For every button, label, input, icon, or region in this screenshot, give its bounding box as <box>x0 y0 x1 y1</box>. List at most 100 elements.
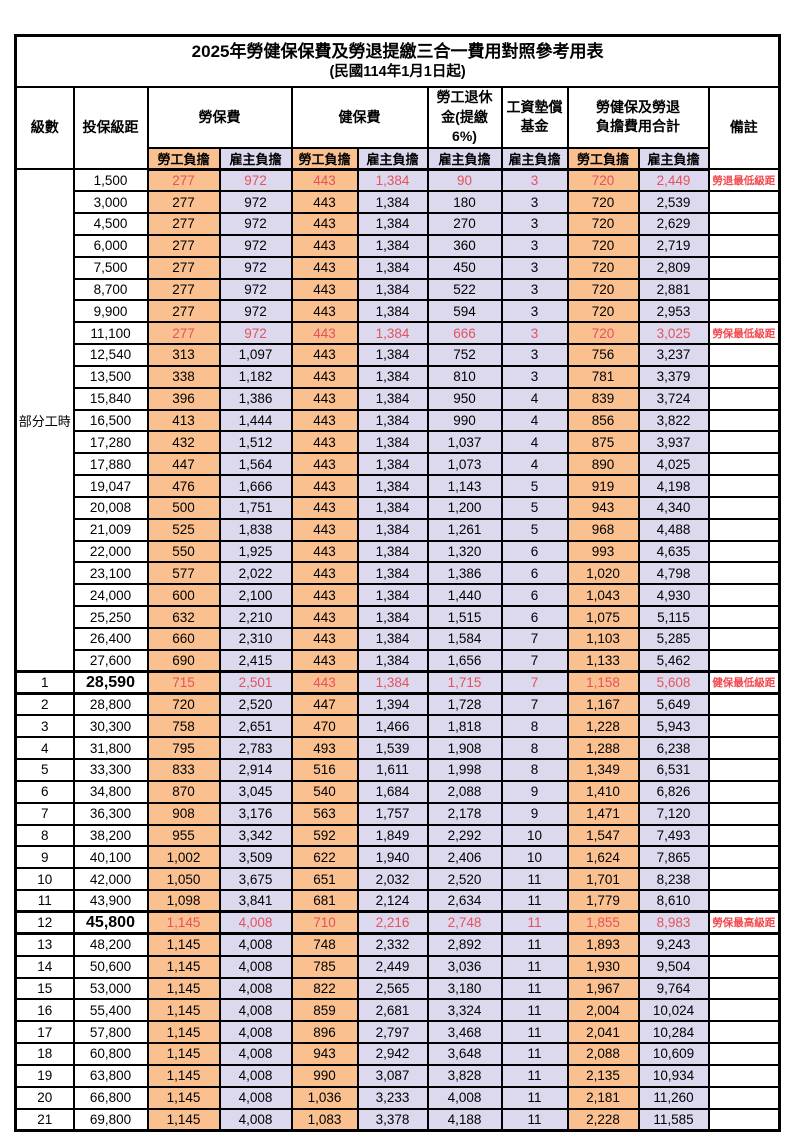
total-employee-cell: 1,158 <box>566 670 640 696</box>
li-employer-cell: 1,751 <box>218 495 293 520</box>
pension-employer-cell: 1,386 <box>426 561 503 586</box>
level-cell: 15 <box>14 976 75 1001</box>
bracket-cell: 7,500 <box>72 255 149 280</box>
table-row: 6 34,800 870 3,045 540 1,684 2,088 9 1,410 6,826 <box>14 779 781 804</box>
wage-fund-employer-cell: 5 <box>500 517 569 542</box>
li-employee-cell: 413 <box>146 408 221 433</box>
wage-fund-employer-cell: 11 <box>500 954 569 979</box>
table-row: 21,009 525 1,838 443 1,384 1,261 5 968 4,488 <box>16 517 781 542</box>
total-employer-cell: 4,488 <box>637 517 710 542</box>
li-employer-cell: 972 <box>218 277 293 302</box>
li-employee-cell: 500 <box>146 495 221 520</box>
li-employer-cell: 3,342 <box>218 823 293 848</box>
bracket-cell: 17,880 <box>72 452 149 477</box>
total-employer-cell: 2,953 <box>637 299 710 324</box>
hi-employee-cell: 443 <box>290 539 359 564</box>
hi-employer-cell: 2,032 <box>356 867 429 892</box>
note-cell <box>707 255 781 280</box>
bracket-cell: 6,000 <box>72 233 149 258</box>
li-employee-cell: 476 <box>146 474 221 498</box>
bracket-cell: 24,000 <box>72 583 149 608</box>
note-cell <box>707 386 781 411</box>
hi-employee-cell: 622 <box>290 845 359 870</box>
bracket-cell: 40,100 <box>72 845 149 870</box>
bracket-cell: 33,300 <box>72 758 149 782</box>
li-employer-cell: 2,520 <box>218 692 293 717</box>
hi-employee-cell: 443 <box>290 517 359 542</box>
note-cell <box>707 801 781 826</box>
note-cell <box>707 605 781 629</box>
wage-fund-employer-cell: 4 <box>500 386 569 411</box>
bracket-cell: 30,300 <box>72 714 149 739</box>
total-employer-cell: 8,610 <box>637 889 710 913</box>
bracket-cell: 21,009 <box>72 517 149 542</box>
li-employer-cell: 1,925 <box>218 539 293 564</box>
header-total: 勞健保及勞退 負擔費用合計 <box>566 86 710 149</box>
premium-reference-table: 2025年勞健保保費及勞退提繳三合一費用對照參考用表 (民國114年1月1日起)… <box>14 34 782 1132</box>
li-employee-cell: 715 <box>146 670 221 696</box>
pension-employer-cell: 522 <box>426 277 503 302</box>
wage-fund-employer-cell: 11 <box>500 1020 569 1045</box>
total-employer-cell: 2,719 <box>637 233 710 258</box>
note-cell <box>707 452 781 477</box>
hi-employer-cell: 1,384 <box>356 408 429 433</box>
note-cell <box>707 736 781 761</box>
li-employee-cell: 1,145 <box>146 932 221 957</box>
wage-fund-employer-cell: 4 <box>500 452 569 477</box>
li-employer-cell: 4,008 <box>218 1042 293 1066</box>
hi-employee-cell: 516 <box>290 758 359 782</box>
hi-employee-cell: 493 <box>290 736 359 761</box>
li-employee-cell: 447 <box>146 452 221 477</box>
wage-fund-employer-cell: 9 <box>500 779 569 804</box>
wage-fund-employer-cell: 6 <box>500 539 569 564</box>
total-employee-cell: 890 <box>566 452 640 477</box>
table-row: 11,100 277 972 443 1,384 666 3 720 3,025 勞保最低級距 <box>16 321 781 346</box>
total-employer-cell: 4,340 <box>637 495 710 520</box>
subheader-li-employer: 雇主負擔 <box>218 146 293 171</box>
li-employee-cell: 660 <box>146 627 221 651</box>
hi-employer-cell: 1,384 <box>356 561 429 586</box>
level-cell: 17 <box>14 1020 75 1045</box>
table-row: 15 53,000 1,145 4,008 822 2,565 3,180 11 1,967 9,… <box>14 976 781 1001</box>
total-employee-cell: 1,410 <box>566 779 640 804</box>
hi-employee-cell: 443 <box>290 627 359 651</box>
li-employee-cell: 632 <box>146 605 221 629</box>
bracket-cell: 43,900 <box>72 889 149 913</box>
total-employer-cell: 3,237 <box>637 343 710 367</box>
pension-employer-cell: 270 <box>426 211 503 236</box>
wage-fund-employer-cell: 10 <box>500 823 569 848</box>
bracket-cell: 69,800 <box>72 1107 149 1132</box>
header-sub-row: 勞工負擔 雇主負擔 勞工負擔 雇主負擔 雇主負擔 雇主負擔 勞工負擔 雇主負擔 <box>16 146 780 171</box>
total-employee-cell: 1,893 <box>566 932 640 957</box>
wage-fund-employer-cell: 11 <box>500 1107 569 1132</box>
table-row: 11 43,900 1,098 3,841 681 2,124 2,634 11 1,779 8,… <box>14 889 781 913</box>
hi-employee-cell: 710 <box>290 910 359 936</box>
bracket-cell: 50,600 <box>72 954 149 979</box>
total-employer-cell: 5,115 <box>637 605 710 629</box>
note-cell: 勞保最高級距 <box>707 910 781 936</box>
level-cell: 5 <box>14 758 75 782</box>
bracket-cell: 20,008 <box>72 495 149 520</box>
li-employer-cell: 4,008 <box>218 932 293 957</box>
note-cell <box>707 233 781 258</box>
total-employer-cell: 9,504 <box>637 954 710 979</box>
bracket-cell: 28,590 <box>72 670 149 696</box>
pension-employer-cell: 1,200 <box>426 495 503 520</box>
level-cell: 18 <box>14 1042 75 1066</box>
table-row: 15,840 396 1,386 443 1,384 950 4 839 3,724 <box>16 386 781 411</box>
hi-employer-cell: 1,384 <box>356 364 429 389</box>
total-employer-cell: 10,934 <box>637 1063 710 1088</box>
hi-employer-cell: 1,384 <box>356 343 429 367</box>
bracket-cell: 27,600 <box>72 648 149 673</box>
hi-employee-cell: 1,083 <box>290 1107 359 1132</box>
pension-employer-cell: 2,520 <box>426 867 503 892</box>
note-cell <box>707 998 781 1023</box>
note-cell <box>707 1107 781 1132</box>
hi-employee-cell: 822 <box>290 976 359 1001</box>
table-row: 20 66,800 1,145 4,008 1,036 3,233 4,008 11 2,181… <box>14 1085 781 1110</box>
note-cell <box>707 561 781 586</box>
note-cell <box>707 867 781 892</box>
note-cell <box>707 430 781 455</box>
li-employee-cell: 1,145 <box>146 1042 221 1066</box>
wage-fund-employer-cell: 11 <box>500 910 569 936</box>
